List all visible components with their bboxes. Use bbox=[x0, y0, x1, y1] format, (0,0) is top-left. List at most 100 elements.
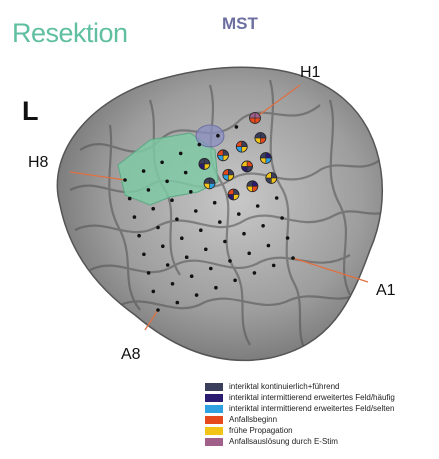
marker-quadrant bbox=[260, 158, 266, 164]
legend-label: Anfallsbeginn bbox=[229, 415, 278, 424]
h8-line bbox=[69, 171, 126, 181]
electrode-dot bbox=[123, 178, 127, 182]
legend-item: Anfallsbeginn bbox=[205, 414, 395, 425]
electrode-dot bbox=[142, 252, 146, 257]
electrode-dot bbox=[223, 239, 227, 244]
electrode-dot bbox=[137, 233, 141, 238]
electrode-dot bbox=[218, 220, 222, 224]
electrode-dot bbox=[237, 212, 241, 216]
legend-label: interiktal intermittierend erweitertes F… bbox=[229, 393, 395, 402]
electrode-dot bbox=[189, 190, 193, 194]
electrode-dot bbox=[247, 251, 251, 256]
electrode-dot bbox=[204, 247, 208, 252]
electrode-dot bbox=[216, 133, 220, 138]
a1-line bbox=[292, 257, 369, 283]
electrode-marker bbox=[203, 177, 216, 190]
electrode-dot bbox=[209, 266, 213, 271]
electrode-dot bbox=[184, 255, 189, 259]
electrode-dot bbox=[170, 282, 175, 286]
marker-quadrant bbox=[246, 180, 253, 187]
electrode-marker bbox=[259, 152, 272, 164]
marker-quadrant bbox=[198, 158, 205, 164]
marker-quadrant bbox=[260, 152, 266, 158]
legend-label: interiktal intermittierend erweitertes F… bbox=[229, 404, 395, 413]
electrode-dot bbox=[161, 244, 165, 248]
marker-quadrant bbox=[255, 112, 261, 118]
mst-label: MST bbox=[222, 14, 258, 33]
marker-quadrant bbox=[209, 183, 216, 189]
marker-quadrant bbox=[233, 188, 240, 195]
electrode-marker bbox=[265, 172, 278, 184]
electrode-marker bbox=[246, 180, 259, 193]
electrode-marker bbox=[217, 149, 229, 162]
marker-quadrant bbox=[236, 141, 242, 147]
electrode-dot bbox=[280, 216, 284, 220]
electrode-marker bbox=[249, 112, 261, 124]
electrode-dot bbox=[194, 293, 199, 297]
legend-label: interiktal kontinuierlich+führend bbox=[229, 382, 340, 391]
electrode-dot bbox=[199, 228, 203, 232]
electrode-dot bbox=[214, 285, 218, 290]
legend-swatch bbox=[205, 382, 223, 391]
electrode-dot bbox=[274, 196, 279, 200]
electrode-dot bbox=[165, 263, 170, 267]
electrode-dot bbox=[255, 204, 260, 208]
marker-quadrant bbox=[204, 158, 210, 164]
electrode-dot bbox=[156, 225, 160, 230]
electrode-marker bbox=[254, 132, 267, 144]
electrode-dot bbox=[233, 278, 237, 283]
electrode-marker bbox=[241, 160, 253, 173]
marker-quadrant bbox=[246, 186, 253, 192]
electrode-dot bbox=[178, 151, 183, 156]
legend-swatch bbox=[205, 415, 223, 424]
marker-quadrant bbox=[247, 166, 253, 172]
resection-title: Resektion bbox=[12, 18, 128, 48]
electrode-dot bbox=[261, 224, 265, 228]
legend-item: interiktal kontinuierlich+führend bbox=[205, 381, 395, 392]
electrode-marker bbox=[222, 168, 235, 181]
electrode-marker bbox=[198, 158, 211, 170]
label-a8: A8 bbox=[121, 346, 141, 363]
electrode-dot bbox=[183, 170, 188, 175]
mst-area bbox=[195, 124, 225, 148]
marker-quadrant bbox=[217, 149, 224, 156]
electrode-dot bbox=[156, 308, 160, 312]
electrode-dot bbox=[175, 217, 179, 221]
legend-swatch bbox=[205, 393, 223, 402]
h1-line bbox=[254, 84, 301, 119]
marker-quadrant bbox=[228, 194, 234, 200]
electrode-dot bbox=[234, 125, 239, 129]
label-a1: A1 bbox=[376, 282, 396, 299]
marker-quadrant bbox=[265, 178, 272, 184]
electrode-dot bbox=[194, 209, 198, 213]
marker-quadrant bbox=[222, 169, 229, 175]
legend: interiktal kontinuierlich+führend interi… bbox=[205, 381, 395, 447]
marker-quadrant bbox=[254, 138, 261, 144]
marker-quadrant bbox=[204, 183, 210, 189]
legend-item: interiktal intermittierend erweitertes F… bbox=[205, 392, 395, 403]
marker-quadrant bbox=[228, 174, 234, 181]
electrode-dot bbox=[151, 289, 156, 294]
marker-quadrant bbox=[247, 160, 253, 167]
marker-quadrant bbox=[241, 141, 248, 147]
marker-quadrant bbox=[260, 138, 266, 144]
electrode-dot bbox=[141, 169, 146, 173]
label-h1: H1 bbox=[300, 64, 321, 81]
electrode-dot bbox=[160, 160, 164, 165]
marker-quadrant bbox=[222, 174, 229, 181]
marker-quadrant bbox=[228, 188, 234, 195]
electrode-dot bbox=[212, 200, 217, 205]
marker-quadrant bbox=[228, 169, 234, 175]
electrode-dot bbox=[127, 196, 132, 201]
electrode-dot bbox=[132, 215, 137, 219]
electrode-dot bbox=[291, 256, 295, 260]
marker-quadrant bbox=[265, 152, 272, 158]
marker-quadrant bbox=[265, 158, 272, 164]
electrode-dot bbox=[252, 271, 257, 275]
marker-quadrant bbox=[204, 177, 210, 184]
marker-quadrant bbox=[255, 118, 261, 124]
legend-item: frühe Propagation bbox=[205, 425, 395, 436]
marker-quadrant bbox=[209, 177, 216, 184]
legend-swatch bbox=[205, 404, 223, 413]
electrode-dot bbox=[170, 198, 174, 202]
